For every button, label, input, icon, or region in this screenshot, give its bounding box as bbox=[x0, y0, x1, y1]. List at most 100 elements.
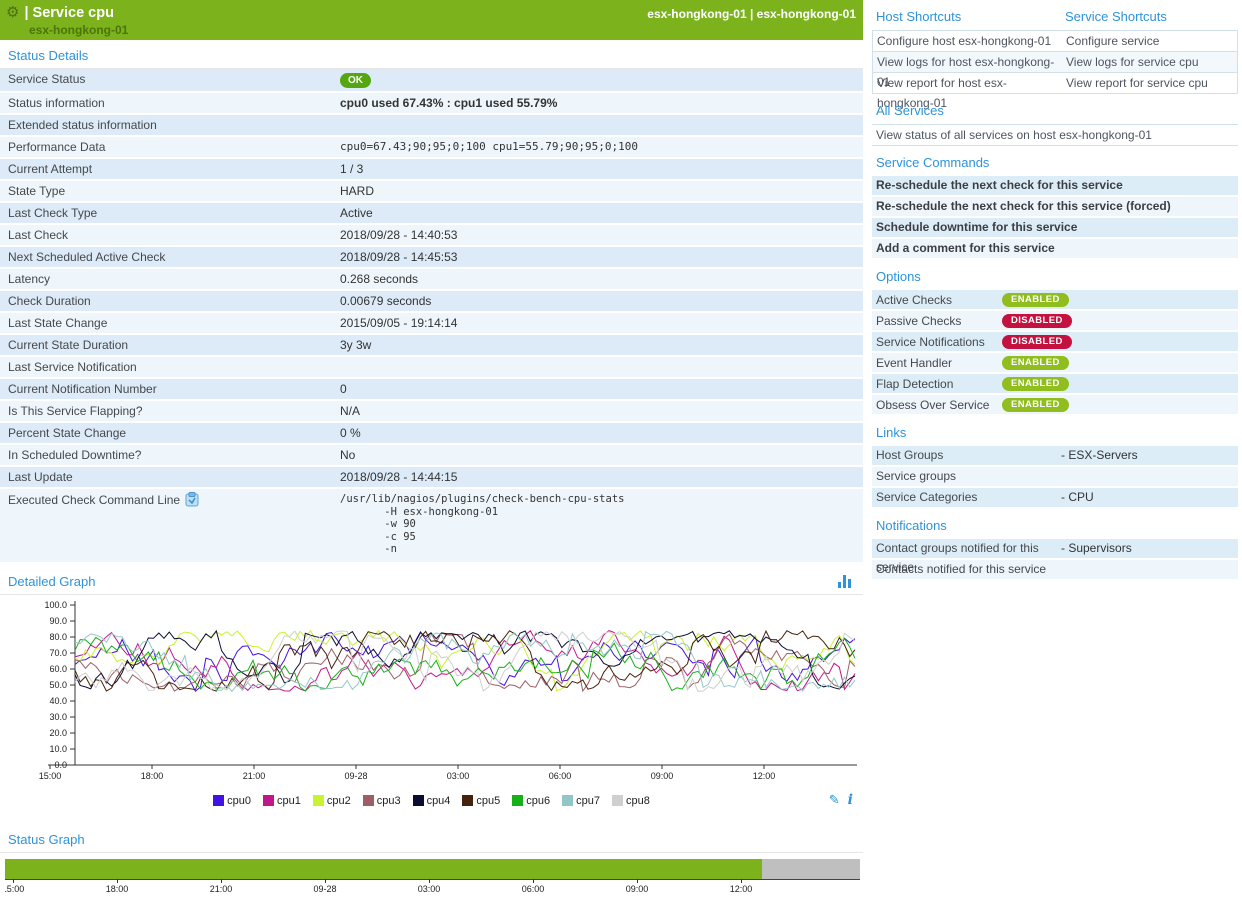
option-state-pill[interactable]: ENABLED bbox=[1002, 397, 1069, 412]
status-row-value: cpu0=67.43;90;95;0;100 cpu1=55.79;90;95;… bbox=[340, 140, 639, 153]
links-header[interactable]: Links bbox=[876, 425, 907, 440]
notifications-header[interactable]: Notifications bbox=[876, 518, 947, 533]
status-row: Check Duration 0.00679 seconds bbox=[0, 291, 863, 313]
legend-swatch bbox=[462, 795, 474, 806]
status-row-label: State Type bbox=[8, 184, 66, 198]
legend-swatch bbox=[213, 795, 225, 806]
service-status-badge: OK bbox=[340, 73, 371, 88]
status-row-value: 3y 3w bbox=[340, 338, 372, 352]
host-subtitle[interactable]: esx-hongkong-01 bbox=[29, 23, 129, 37]
info-icon[interactable]: i bbox=[847, 791, 853, 808]
svg-text:50.0: 50.0 bbox=[49, 680, 67, 690]
status-row: Current Attempt 1 / 3 bbox=[0, 159, 863, 181]
detailed-graph-header[interactable]: Detailed Graph bbox=[0, 566, 863, 595]
service-shortcuts-title[interactable]: Service Shortcuts bbox=[1065, 9, 1167, 24]
notification-row: Contacts notified for this service bbox=[872, 560, 1238, 581]
status-graph-header[interactable]: Status Graph bbox=[0, 824, 863, 853]
status-axis-tick bbox=[221, 878, 222, 883]
service-command-link[interactable]: Schedule downtime for this service bbox=[872, 218, 1238, 239]
status-row-value: cpu0 used 67.43% : cpu1 used 55.79% bbox=[340, 96, 558, 110]
status-row-value: 2015/09/05 - 19:14:14 bbox=[340, 316, 458, 330]
status-row-label: Is This Service Flapping? bbox=[8, 404, 143, 418]
status-row-label: Current Notification Number bbox=[8, 382, 157, 396]
link-row-value[interactable] bbox=[1061, 467, 1238, 486]
status-row-label: Status information bbox=[8, 96, 105, 110]
host-shortcut-link[interactable]: Configure host esx-hongkong-01 bbox=[877, 34, 1052, 48]
legend-label: cpu8 bbox=[626, 794, 650, 807]
host-shortcut-link[interactable]: View report for host esx-hongkong-01 bbox=[877, 76, 1007, 110]
notifications-list: Contact groups notified for this service… bbox=[872, 539, 1238, 581]
copy-command-icon[interactable] bbox=[185, 492, 199, 507]
link-row: Service groups bbox=[872, 467, 1238, 488]
svg-text:15:00: 15:00 bbox=[39, 771, 62, 781]
service-shortcut-link[interactable]: View report for service cpu bbox=[1066, 76, 1208, 90]
legend-item-cpu0: cpu0 bbox=[213, 795, 251, 807]
option-state-pill[interactable]: DISABLED bbox=[1002, 334, 1072, 349]
svg-text:20.0: 20.0 bbox=[49, 728, 67, 738]
graph-legend: cpu0 cpu1 cpu2 cpu3 cpu4 cpu5 cpu6 cpu7 cpu8 ✎ i bbox=[0, 790, 863, 812]
service-command-link[interactable]: Add a comment for this service bbox=[872, 239, 1238, 260]
bar-chart-icon[interactable] bbox=[838, 574, 851, 588]
options-header[interactable]: Options bbox=[876, 269, 921, 284]
service-command-link[interactable]: Re-schedule the next check for this serv… bbox=[872, 176, 1238, 197]
status-row-label: Latency bbox=[8, 272, 51, 286]
svg-text:90.0: 90.0 bbox=[49, 616, 67, 626]
option-state-pill[interactable]: ENABLED bbox=[1002, 355, 1069, 370]
svg-text:0.0: 0.0 bbox=[54, 760, 67, 770]
option-state-pill[interactable]: ENABLED bbox=[1002, 376, 1069, 391]
status-row-value: 2018/09/28 - 14:44:15 bbox=[340, 470, 458, 484]
status-timeline-bar[interactable] bbox=[5, 858, 860, 880]
status-axis-tick bbox=[325, 878, 326, 883]
status-row-label: Last State Change bbox=[8, 316, 108, 330]
legend-label: cpu4 bbox=[426, 794, 451, 807]
all-services-header[interactable]: All Services bbox=[876, 103, 944, 118]
status-axis-tick bbox=[13, 878, 14, 883]
edit-graph-icon[interactable]: ✎ bbox=[828, 791, 840, 807]
series-cpu0 bbox=[74, 630, 856, 692]
header-breadcrumb[interactable]: esx-hongkong-01 | esx-hongkong-01 bbox=[647, 7, 856, 21]
svg-text:21:00: 21:00 bbox=[243, 771, 266, 781]
service-shortcut-link[interactable]: View logs for service cpu bbox=[1066, 55, 1199, 69]
link-row-value[interactable]: - CPU bbox=[1061, 490, 1094, 504]
legend-label: cpu7 bbox=[576, 794, 600, 807]
service-shortcut-link[interactable]: Configure service bbox=[1066, 34, 1160, 48]
service-command-link[interactable]: Re-schedule the next check for this serv… bbox=[872, 197, 1238, 218]
link-row: Host Groups - ESX-Servers bbox=[872, 446, 1238, 467]
link-row-value[interactable]: - ESX-Servers bbox=[1061, 448, 1138, 462]
gear-icon[interactable]: ⚙ bbox=[6, 4, 20, 21]
option-state-pill[interactable]: DISABLED bbox=[1002, 313, 1072, 328]
service-commands-header[interactable]: Service Commands bbox=[876, 155, 990, 170]
host-shortcut-link[interactable]: View logs for host esx-hongkong-01 bbox=[877, 55, 1055, 89]
option-state-pill[interactable]: ENABLED bbox=[1002, 292, 1069, 307]
link-row-label: Service Categories bbox=[876, 490, 978, 504]
series-cpu5 bbox=[74, 629, 856, 692]
series-cpu4 bbox=[74, 629, 856, 690]
status-row: Current Notification Number 0 bbox=[0, 379, 863, 401]
all-services-link[interactable]: View status of all services on host esx-… bbox=[872, 124, 1238, 146]
status-row-value: 2018/09/28 - 14:40:53 bbox=[340, 228, 458, 242]
status-row-value: N/A bbox=[340, 404, 361, 418]
status-row: Status information cpu0 used 67.43% : cpu… bbox=[0, 93, 863, 115]
option-label: Service Notifications bbox=[876, 334, 985, 349]
notification-row-value[interactable] bbox=[1061, 560, 1238, 579]
svg-text:09-28: 09-28 bbox=[344, 771, 367, 781]
status-details-header[interactable]: Status Details bbox=[0, 40, 863, 69]
notification-row-label: Contacts notified for this service bbox=[876, 562, 1047, 576]
notification-row-value[interactable]: - Supervisors bbox=[1061, 541, 1132, 555]
status-axis-label: 15:00 bbox=[5, 883, 25, 894]
status-row: In Scheduled Downtime? No bbox=[0, 445, 863, 467]
legend-swatch bbox=[612, 795, 623, 806]
svg-text:12:00: 12:00 bbox=[753, 771, 776, 781]
service-commands-list: Re-schedule the next check for this serv… bbox=[872, 176, 1238, 260]
option-row: Active Checks ENABLED bbox=[872, 290, 1238, 311]
svg-text:06:00: 06:00 bbox=[549, 771, 572, 781]
status-segment-ok bbox=[5, 858, 762, 879]
detailed-graph-title: Detailed Graph bbox=[8, 573, 96, 589]
status-row: Is This Service Flapping? N/A bbox=[0, 401, 863, 423]
shortcut-row: View logs for host esx-hongkong-01 View l… bbox=[873, 51, 1237, 89]
status-row-value: 0.00679 seconds bbox=[340, 294, 432, 308]
svg-text:30.0: 30.0 bbox=[49, 712, 67, 722]
status-row: Latency 0.268 seconds bbox=[0, 269, 863, 291]
legend-item-cpu7: cpu7 bbox=[562, 795, 600, 807]
host-shortcuts-title[interactable]: Host Shortcuts bbox=[876, 9, 962, 24]
